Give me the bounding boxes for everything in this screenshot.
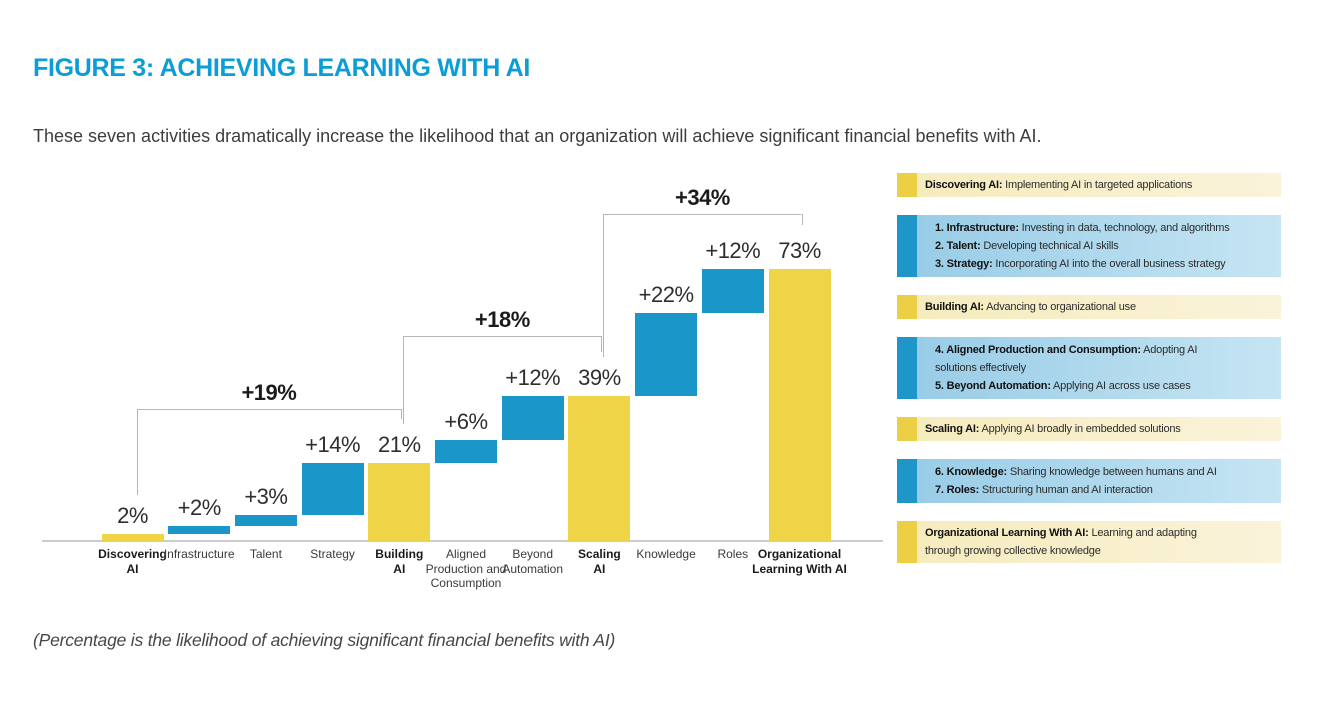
legend-item: 6. Knowledge: Sharing knowledge between … (935, 466, 1217, 478)
value-label-aligned-production-consumption: +6% (444, 409, 488, 435)
bracket-18-right-leg (601, 335, 603, 352)
legend-item: 7. Roles: Structuring human and AI inter… (935, 484, 1153, 496)
legend-item: 5. Beyond Automation: Applying AI across… (935, 380, 1191, 392)
category-label-discovering-ai: Discovering AI (98, 547, 167, 576)
bar-infrastructure (168, 526, 231, 534)
value-label-roles: +12% (705, 237, 761, 263)
legend-entry-discovering-ai: Discovering AI: Implementing AI in targe… (897, 173, 1281, 197)
bracket-18-left-leg (403, 335, 405, 424)
bar-organizational-learning-with-ai (768, 268, 831, 541)
legend-panel: Discovering AI: Implementing AI in targe… (897, 173, 1281, 581)
value-label-talent: +3% (244, 483, 288, 509)
value-label-scaling-ai: 39% (578, 364, 621, 390)
legend-entry-text: Scaling AI: Applying AI broadly in embed… (897, 417, 1281, 441)
category-label-beyond-automation: Beyond Automation (502, 547, 564, 576)
yellow-swatch-icon (897, 173, 917, 197)
legend-entry-building-ai: Building AI: Advancing to organizational… (897, 295, 1281, 319)
bracket-19-left-leg (136, 408, 138, 495)
value-label-strategy: +14% (305, 431, 361, 457)
category-label-building-ai: Building AI (375, 547, 424, 576)
legend-entry-text: Building AI: Advancing to organizational… (897, 295, 1281, 319)
bracket-34-label: +34% (674, 184, 730, 210)
legend-entry-text: 1. Infrastructure: Investing in data, te… (897, 215, 1281, 277)
value-label-building-ai: 21% (378, 431, 421, 457)
bar-talent (234, 514, 297, 527)
legend-entry-building-activities: 4. Aligned Production and Consumption: A… (897, 337, 1281, 399)
yellow-swatch-icon (897, 295, 917, 319)
legend-entry-text: Discovering AI: Implementing AI in targe… (897, 173, 1281, 197)
category-label-knowledge: Knowledge (636, 547, 696, 561)
category-label-scaling-ai: Scaling AI (578, 547, 621, 576)
legend-item: 2. Talent: Developing technical AI skill… (935, 240, 1119, 252)
legend-entry-scaling-ai: Scaling AI: Applying AI broadly in embed… (897, 417, 1281, 441)
blue-swatch-icon (897, 459, 917, 503)
category-label-strategy: Strategy (310, 547, 355, 561)
category-label-aligned-production-consumption: Aligned Production and Consumption (425, 547, 507, 590)
bracket-19-line (136, 408, 402, 410)
legend-entry-text: 4. Aligned Production and Consumption: A… (897, 337, 1281, 399)
category-label-organizational-learning-with-ai: Organizational Learning With AI (752, 547, 847, 576)
value-label-discovering-ai: 2% (117, 502, 148, 528)
value-label-beyond-automation: +12% (505, 364, 561, 390)
category-label-infrastructure: Infrastructure (163, 547, 235, 561)
figure-title: FIGURE 3: ACHIEVING LEARNING WITH AI (33, 54, 531, 82)
bar-scaling-ai (568, 395, 631, 541)
legend-entry-scaling-activities: 6. Knowledge: Sharing knowledge between … (897, 459, 1281, 503)
bracket-34-left-leg (603, 213, 605, 357)
blue-swatch-icon (897, 337, 917, 399)
legend-item: solutions effectively (935, 362, 1026, 374)
bar-knowledge (635, 313, 698, 396)
legend-item: Organizational Learning With AI: Learnin… (925, 527, 1197, 539)
legend-item: Discovering AI: Implementing AI in targe… (925, 179, 1193, 191)
bar-discovering-ai (101, 533, 164, 541)
legend-entry-discovering-activities: 1. Infrastructure: Investing in data, te… (897, 215, 1281, 277)
value-label-infrastructure: +2% (177, 495, 222, 521)
value-label-organizational-learning-with-ai: 73% (778, 237, 821, 263)
bar-aligned-production-consumption (435, 440, 497, 463)
bracket-18-label: +18% (474, 306, 530, 332)
legend-item: Scaling AI: Applying AI broadly in embed… (925, 423, 1181, 435)
legend-item: 3. Strategy: Incorporating AI into the o… (935, 258, 1226, 270)
legend-item: Building AI: Advancing to organizational… (925, 301, 1136, 313)
category-label-talent: Talent (249, 547, 282, 561)
bracket-19-right-leg (401, 408, 403, 419)
legend-item: 4. Aligned Production and Consumption: A… (935, 344, 1198, 356)
bracket-34-right-leg (801, 213, 803, 225)
bracket-19-label: +19% (241, 379, 297, 405)
legend-item: 1. Infrastructure: Investing in data, te… (935, 222, 1230, 234)
figure-footnote: (Percentage is the likelihood of achievi… (33, 630, 616, 650)
bar-strategy (301, 462, 364, 515)
legend-entry-text: Organizational Learning With AI: Learnin… (897, 521, 1281, 563)
bar-building-ai (368, 462, 431, 541)
bracket-18-line (403, 335, 602, 337)
legend-entry-text: 6. Knowledge: Sharing knowledge between … (897, 459, 1281, 503)
bar-beyond-automation (501, 395, 564, 441)
blue-swatch-icon (897, 215, 917, 277)
legend-item: through growing collective knowledge (925, 545, 1101, 557)
legend-entry-organizational-learning-with-ai: Organizational Learning With AI: Learnin… (897, 521, 1281, 563)
bracket-34-line (603, 213, 802, 215)
x-axis-line (42, 540, 883, 542)
yellow-swatch-icon (897, 417, 917, 441)
figure-subtitle: These seven activities dramatically incr… (33, 126, 1042, 146)
yellow-swatch-icon (897, 521, 917, 563)
bar-roles (701, 268, 764, 314)
category-label-roles: Roles (717, 547, 749, 561)
value-label-knowledge: +22% (638, 282, 694, 308)
